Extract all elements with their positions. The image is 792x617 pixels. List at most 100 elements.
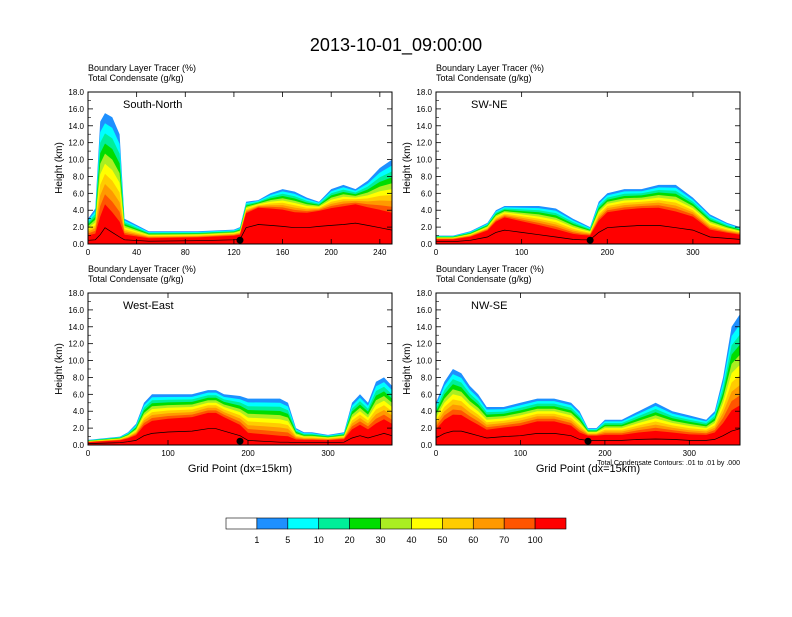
y-tick-label: 4.0 (73, 407, 85, 416)
y-tick-label: 4.0 (421, 206, 433, 215)
panel-nw-se: Boundary Layer Tracer (%)Total Condensat… (402, 264, 741, 475)
condensate-contour (436, 225, 740, 243)
panels: Boundary Layer Tracer (%)Total Condensat… (54, 63, 741, 475)
panel-subtitle-condensate: Total Condensate (g/kg) (88, 274, 184, 284)
x-tick-label: 120 (227, 248, 241, 257)
y-tick-label: 4.0 (73, 206, 85, 215)
colorbar-swatch (472, 517, 505, 530)
contour-band-core (88, 419, 392, 445)
condensate-contour (88, 222, 392, 242)
colorbar-swatch (411, 517, 443, 530)
location-marker (584, 437, 592, 445)
y-tick-label: 0.0 (421, 240, 433, 249)
colorbar-label: 1 (254, 535, 259, 545)
colorbar-swatch (442, 517, 474, 530)
panel-subtitle-condensate: Total Condensate (g/kg) (436, 73, 532, 83)
y-tick-label: 12.0 (416, 340, 432, 349)
y-tick-label: 10.0 (416, 156, 432, 165)
x-tick-label: 80 (181, 248, 190, 257)
colorbar-swatch (503, 517, 536, 530)
x-tick-label: 100 (515, 248, 529, 257)
y-tick-label: 6.0 (421, 390, 433, 399)
y-tick-label: 16.0 (68, 105, 84, 114)
y-tick-label: 2.0 (73, 424, 85, 433)
contour-band-core (436, 215, 740, 244)
x-tick-label: 200 (598, 449, 612, 458)
colorbar-label: 10 (314, 535, 324, 545)
colorbar-label: 100 (528, 535, 543, 545)
colorbar-label: 60 (468, 535, 478, 545)
colorbar-label: 30 (376, 535, 386, 545)
colorbar-swatch (318, 517, 350, 530)
colorbar-label: 40 (406, 535, 416, 545)
x-tick-label: 300 (321, 449, 335, 458)
x-tick-label: 300 (686, 248, 700, 257)
y-axis-label: Height (km) (54, 142, 65, 194)
y-tick-label: 14.0 (416, 122, 432, 131)
contour-annotation: Total Condensate Contours: .01 to .01 by… (597, 460, 740, 467)
x-tick-label: 200 (241, 449, 255, 458)
x-tick-label: 0 (86, 248, 91, 257)
x-tick-label: 0 (434, 449, 439, 458)
filled-contours (88, 377, 392, 445)
location-marker (236, 236, 244, 244)
colorbar-swatch (349, 517, 381, 530)
colorbar-swatch (380, 517, 412, 530)
x-tick-label: 100 (514, 449, 528, 458)
y-tick-label: 18.0 (68, 88, 84, 97)
x-axis-label: Grid Point (dx=15km) (536, 463, 640, 475)
panel-subtitle-condensate: Total Condensate (g/kg) (436, 274, 532, 284)
location-marker (586, 236, 594, 244)
y-tick-label: 14.0 (416, 323, 432, 332)
panel-label: NW-SE (471, 300, 507, 312)
y-tick-label: 10.0 (68, 156, 84, 165)
y-tick-label: 12.0 (416, 139, 432, 148)
y-tick-label: 6.0 (73, 390, 85, 399)
panel-sw-ne: Boundary Layer Tracer (%)Total Condensat… (402, 63, 741, 257)
x-tick-label: 200 (325, 248, 339, 257)
colorbar-label: 20 (345, 535, 355, 545)
filled-contours (436, 184, 740, 244)
y-axis-label: Height (km) (402, 142, 413, 194)
x-tick-label: 100 (161, 449, 175, 458)
y-tick-label: 14.0 (68, 323, 84, 332)
x-tick-label: 240 (373, 248, 387, 257)
y-tick-label: 8.0 (421, 172, 433, 181)
x-tick-label: 40 (132, 248, 141, 257)
contour-band-core (88, 211, 392, 244)
location-marker (236, 437, 244, 445)
y-tick-label: 16.0 (68, 306, 84, 315)
x-tick-label: 300 (683, 449, 697, 458)
y-tick-label: 2.0 (421, 223, 433, 232)
x-tick-label: 0 (86, 449, 91, 458)
y-tick-label: 14.0 (68, 122, 84, 131)
y-tick-label: 8.0 (73, 373, 85, 382)
y-tick-label: 2.0 (73, 223, 85, 232)
y-tick-label: 18.0 (68, 289, 84, 298)
colorbar-swatch (225, 517, 258, 530)
y-axis-label: Height (km) (402, 343, 413, 395)
condensate-contour (88, 428, 392, 444)
y-tick-label: 12.0 (68, 340, 84, 349)
y-tick-label: 16.0 (416, 105, 432, 114)
panel-south-north: Boundary Layer Tracer (%)Total Condensat… (54, 63, 393, 257)
y-tick-label: 8.0 (421, 373, 433, 382)
panel-label: South-North (123, 99, 182, 111)
panel-subtitle-tracer: Boundary Layer Tracer (%) (436, 264, 544, 274)
y-tick-label: 18.0 (416, 289, 432, 298)
contour-band-core (436, 419, 740, 445)
panel-subtitle-tracer: Boundary Layer Tracer (%) (88, 264, 196, 274)
y-tick-label: 6.0 (73, 189, 85, 198)
y-axis-label: Height (km) (54, 343, 65, 395)
condensate-contour (436, 428, 740, 441)
colorbar-label: 70 (499, 535, 509, 545)
y-tick-label: 0.0 (421, 441, 433, 450)
panel-west-east: Boundary Layer Tracer (%)Total Condensat… (54, 264, 393, 475)
colorbar-label: 50 (437, 535, 447, 545)
panel-label: SW-NE (471, 99, 507, 111)
colorbar-swatch (287, 517, 320, 530)
panel-subtitle-tracer: Boundary Layer Tracer (%) (88, 63, 196, 73)
y-tick-label: 10.0 (416, 357, 432, 366)
